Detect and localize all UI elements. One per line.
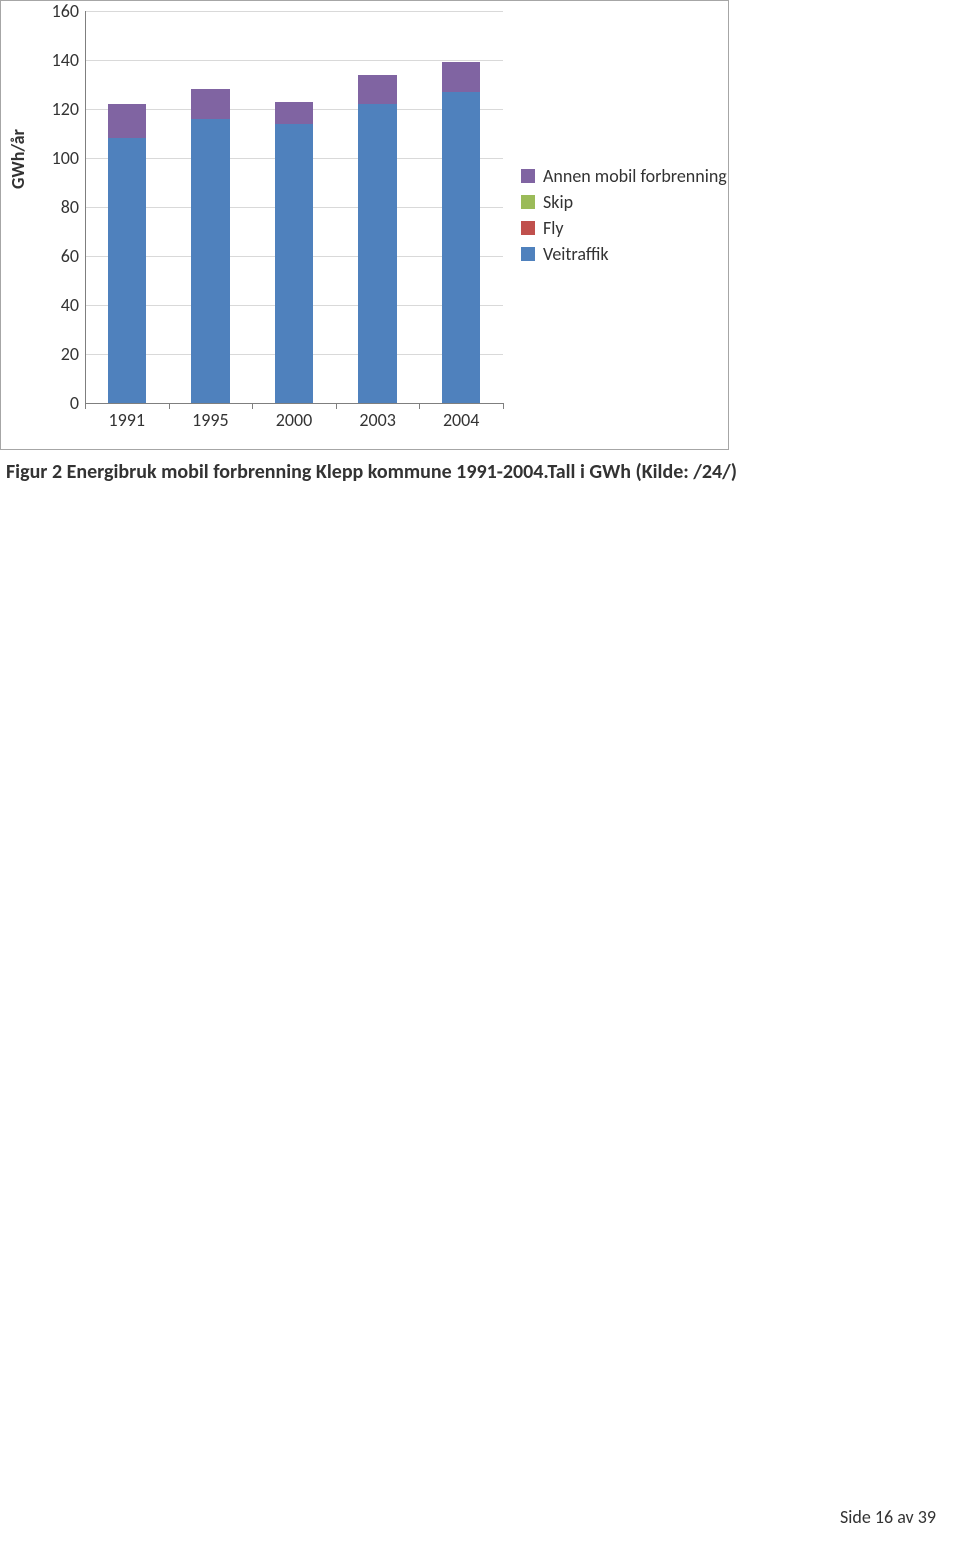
legend-label: Skip: [543, 191, 573, 213]
bar-segment-veitrafik: [358, 104, 396, 403]
legend-swatch: [521, 221, 535, 235]
y-tick-label: 100: [52, 147, 85, 169]
x-tick-label: 2000: [276, 403, 313, 431]
legend-item: Skip: [521, 191, 727, 213]
bar-segment-annen: [275, 102, 313, 124]
x-tick-mark: [169, 403, 170, 409]
legend-label: Annen mobil forbrenning: [543, 165, 727, 187]
y-tick-label: 80: [61, 196, 85, 218]
y-tick-label: 40: [61, 294, 85, 316]
legend-item: Fly: [521, 217, 727, 239]
legend-swatch: [521, 247, 535, 261]
legend-label: Fly: [543, 217, 564, 239]
bar-group: [358, 11, 396, 403]
x-tick-label: 2004: [443, 403, 480, 431]
x-tick-label: 1995: [192, 403, 229, 431]
y-tick-label: 160: [52, 0, 85, 22]
y-axis-line: [85, 11, 86, 403]
bar-segment-veitrafik: [275, 124, 313, 403]
bar-group: [191, 11, 229, 403]
bar-segment-annen: [442, 62, 480, 91]
x-tick-mark: [419, 403, 420, 409]
legend-swatch: [521, 169, 535, 183]
bar-segment-veitrafik: [108, 138, 146, 403]
bar-segment-annen: [358, 75, 396, 104]
x-tick-mark: [85, 403, 86, 409]
bar-segment-veitrafik: [442, 92, 480, 403]
bar-group: [108, 11, 146, 403]
bar-segment-annen: [108, 104, 146, 138]
y-tick-label: 0: [70, 392, 85, 414]
x-tick-label: 1991: [109, 403, 146, 431]
y-tick-label: 60: [61, 245, 85, 267]
y-tick-label: 140: [52, 49, 85, 71]
plot-area: 0204060801001201401601991199520002003200…: [85, 11, 503, 403]
x-tick-mark: [252, 403, 253, 409]
bar-group: [275, 11, 313, 403]
legend-swatch: [521, 195, 535, 209]
x-tick-mark: [503, 403, 504, 409]
legend: Annen mobil forbrenning Skip Fly Veitraffik: [521, 161, 727, 269]
bar-segment-veitrafik: [191, 119, 229, 403]
legend-label: Veitraffik: [543, 243, 609, 265]
y-tick-label: 20: [61, 343, 85, 365]
page-footer: Side 16 av 39: [840, 1506, 936, 1528]
bar-group: [442, 11, 480, 403]
legend-item: Veitraffik: [521, 243, 727, 265]
figure-caption: Figur 2 Energibruk mobil forbrenning Kle…: [6, 460, 737, 484]
y-tick-label: 120: [52, 98, 85, 120]
x-tick-label: 2003: [359, 403, 396, 431]
y-axis-title: GWh/år: [7, 129, 29, 189]
legend-item: Annen mobil forbrenning: [521, 165, 727, 187]
x-tick-mark: [336, 403, 337, 409]
chart-container: GWh/år 020406080100120140160199119952000…: [0, 0, 729, 450]
bar-segment-annen: [191, 89, 229, 118]
